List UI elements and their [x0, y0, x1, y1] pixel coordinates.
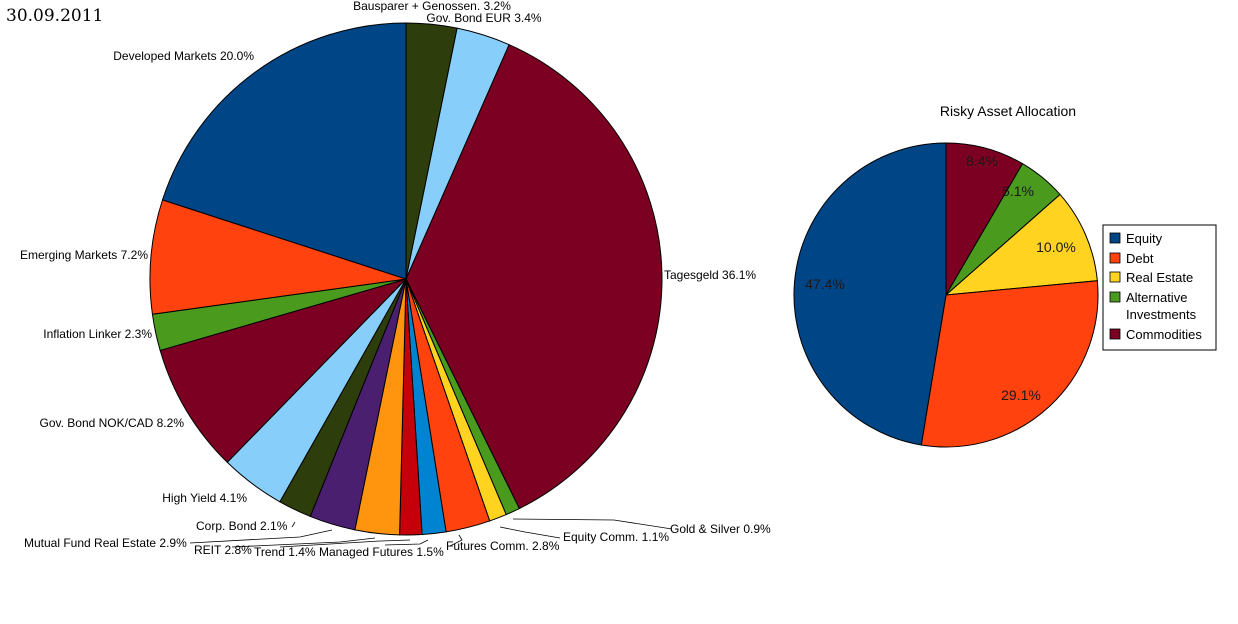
- risky-asset-pie-labels: 8.4%5.1% 10.0% 29.1% 47.4%: [805, 153, 1076, 403]
- portfolio-label-mutual-fund-real-estate: Mutual Fund Real Estate 2.9%: [24, 536, 187, 550]
- portfolio-label-high-yield: High Yield 4.1%: [162, 491, 247, 505]
- portfolio-slice-gov-bond-nok-cad: [159, 277, 408, 463]
- portfolio-label-tagesgeld: Tagesgeld 36.1%: [664, 268, 756, 282]
- risky-label-commodities: 8.4%: [966, 153, 998, 169]
- portfolio-leader-corp-bond: [291, 521, 296, 528]
- risky-slice-real-estate: [944, 193, 1098, 296]
- legend-box: [1102, 224, 1217, 351]
- portfolio-label-equity-comm: Equity Comm. 1.1%: [563, 530, 669, 544]
- portfolio-label-gov-bond-eur: Gov. Bond EUR 3.4%: [426, 11, 541, 25]
- legend-label-debt: Debt: [1126, 251, 1154, 266]
- portfolio-label-gov-bond-nok-cad: Gov. Bond NOK/CAD 8.2%: [39, 416, 184, 430]
- portfolio-slice-emerging-markets: [149, 199, 407, 315]
- risky-label-real-estate: 10.0%: [1036, 239, 1076, 255]
- legend-swatch-debt: [1109, 252, 1121, 264]
- portfolio-label-managed-futures: Managed Futures 1.5%: [319, 545, 444, 559]
- portfolio-label-developed-markets: Developed Markets 20.0%: [113, 49, 254, 63]
- legend-swatch-commodities: [1109, 328, 1121, 340]
- risky-slice-debt: [920, 280, 1099, 448]
- portfolio-pie-labels: Bausparer + Genossen. 3.2%Gov. Bond EUR …: [20, 0, 771, 559]
- risky-asset-legend: Equity Debt Real Estate Alternative Investme…: [1102, 224, 1217, 351]
- risky-asset-title: Risky Asset Allocation: [940, 103, 1076, 119]
- portfolio-leader-gold-silver: [512, 518, 673, 530]
- portfolio-label-futures-comm: Futures Comm. 2.8%: [446, 539, 560, 553]
- portfolio-label-reit: REIT 2.8%: [194, 543, 252, 557]
- portfolio-leader-mutual-fund-real-estate: [189, 529, 333, 544]
- risky-label-equity: 47.4%: [805, 276, 845, 292]
- risky-label-debt: 29.1%: [1001, 387, 1041, 403]
- legend-label-alternative: Alternative: [1126, 290, 1187, 305]
- portfolio-leader-reit: [231, 537, 376, 548]
- portfolio-leader-futures-comm: [449, 534, 463, 547]
- portfolio-label-trend: Trend 1.4%: [254, 545, 316, 559]
- portfolio-leader-managed-futures: [384, 539, 429, 546]
- portfolio-slice-developed-markets: [161, 22, 407, 280]
- portfolio-label-bausparer-genossen: Bausparer + Genossen. 3.2%: [353, 0, 511, 13]
- legend-label-investments: Investments: [1126, 307, 1197, 322]
- legend-swatch-alternative-investments: [1109, 291, 1121, 303]
- portfolio-slice-tagesgeld: [405, 44, 663, 510]
- portfolio-label-emerging-markets: Emerging Markets 7.2%: [20, 248, 148, 262]
- legend-label-real-estate: Real Estate: [1126, 270, 1193, 285]
- legend-swatch-real-estate: [1109, 271, 1121, 283]
- risky-label-alternative-investments: 5.1%: [1002, 183, 1034, 199]
- portfolio-label-inflation-linker: Inflation Linker 2.3%: [43, 327, 152, 341]
- risky-slice-equity: [793, 142, 947, 446]
- portfolio-label-gold-silver: Gold & Silver 0.9%: [670, 522, 771, 536]
- legend-swatch-equity: [1109, 232, 1121, 244]
- portfolio-leader-trend: [279, 539, 411, 548]
- date-label: 30.09.2011: [6, 6, 104, 26]
- portfolio-pie: [149, 22, 663, 536]
- portfolio-label-corp-bond: Corp. Bond 2.1%: [196, 519, 288, 533]
- portfolio-leader-equity-comm: [499, 526, 561, 539]
- legend-label-equity: Equity: [1126, 231, 1163, 246]
- risky-asset-pie: [793, 142, 1099, 448]
- legend-label-commodities: Commodities: [1126, 327, 1202, 342]
